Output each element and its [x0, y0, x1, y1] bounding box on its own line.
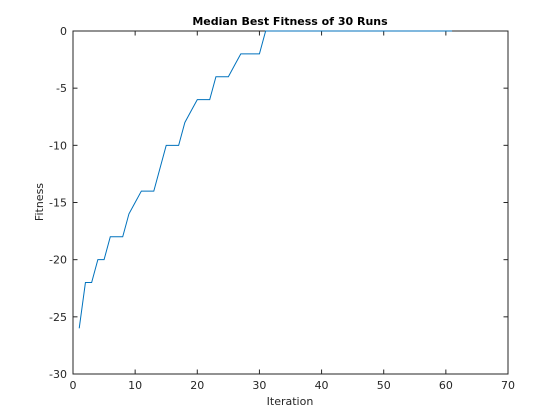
x-axis-label: Iteration	[267, 395, 314, 408]
x-tick-label: 60	[439, 379, 453, 392]
y-tick-label: -20	[49, 254, 67, 267]
y-tick-label: -25	[49, 311, 67, 324]
plot-area	[72, 30, 509, 375]
x-tick-label: 70	[501, 379, 515, 392]
y-tick-label: -10	[49, 139, 67, 152]
y-tick-label: -30	[49, 368, 67, 381]
x-tick-label: 0	[70, 379, 77, 392]
x-tick-label: 10	[128, 379, 142, 392]
x-tick-label: 20	[190, 379, 204, 392]
y-tick-label: -5	[56, 82, 67, 95]
series-layer	[78, 30, 453, 329]
x-tick-label: 50	[377, 379, 391, 392]
x-tick-label: 30	[252, 379, 266, 392]
chart-title: Median Best Fitness of 30 Runs	[192, 15, 388, 28]
x-tick-label: 40	[315, 379, 329, 392]
y-tick-label: -15	[49, 197, 67, 210]
series-line	[78, 30, 453, 329]
axis-ticks: 0 10 20 30 40 50 60 70 -30 -25 -20 -15 -10 -5 0	[49, 25, 515, 392]
y-tick-label: 0	[60, 25, 67, 38]
y-axis-label: Fitness	[33, 183, 46, 221]
